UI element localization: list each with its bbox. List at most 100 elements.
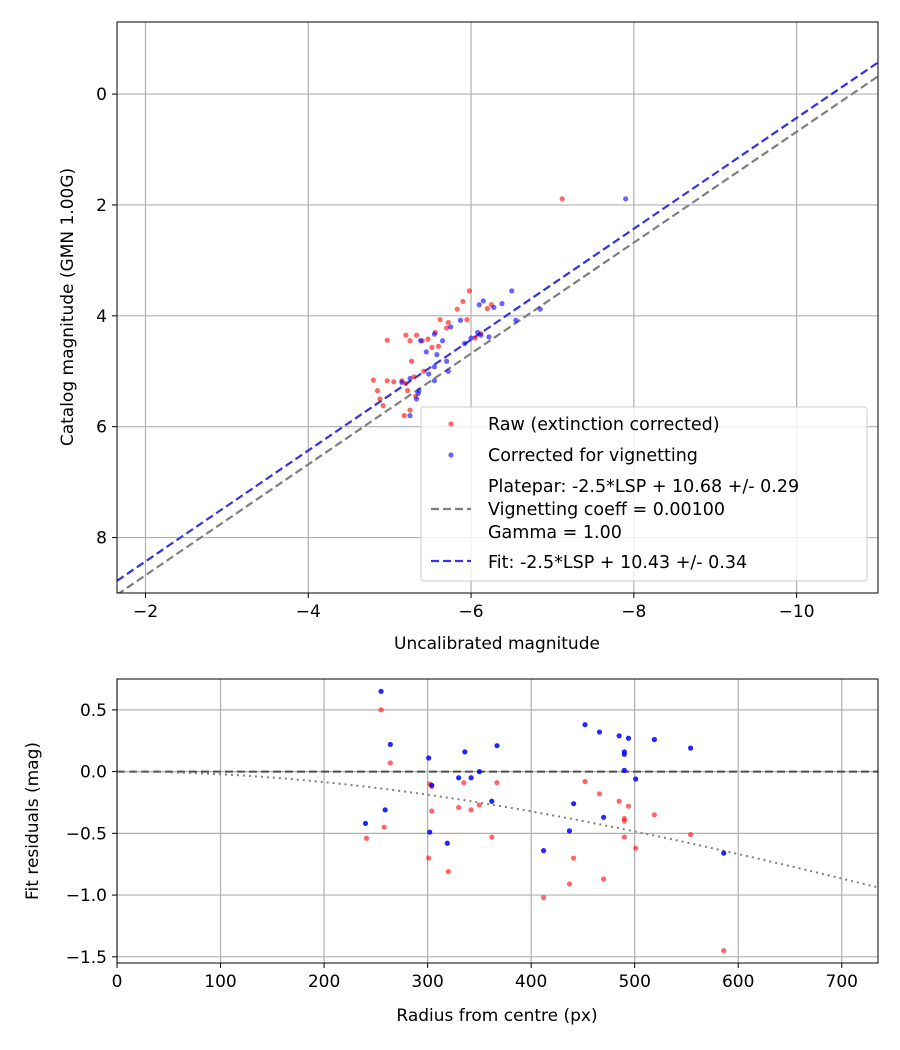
bottom-x-axis-label: Radius from centre (px) bbox=[396, 1006, 597, 1026]
raw-residual-point bbox=[429, 808, 435, 814]
raw-point bbox=[407, 407, 413, 413]
corrected-residual-point bbox=[621, 767, 627, 773]
corrected-residual-point bbox=[387, 741, 393, 748]
top-fit-lines bbox=[117, 61, 878, 593]
bottom-y-tick-label: −1.5 bbox=[66, 948, 107, 968]
raw-residual-point bbox=[601, 876, 607, 882]
raw-point bbox=[437, 317, 443, 323]
legend-marker-raw bbox=[448, 421, 454, 427]
raw-residual-point bbox=[456, 804, 462, 811]
raw-residual-point bbox=[461, 780, 467, 786]
top-x-ticks: −2 −4 −6 −8 −10 bbox=[133, 593, 815, 622]
corrected-point bbox=[399, 379, 405, 385]
corrected-point bbox=[491, 304, 497, 311]
raw-residual-point bbox=[651, 812, 657, 818]
legend-label-fit: Fit: -2.5*LSP + 10.43 +/- 0.34 bbox=[488, 553, 747, 573]
raw-residual-point bbox=[633, 845, 639, 851]
raw-residual-point bbox=[363, 835, 370, 841]
corrected-point bbox=[416, 388, 422, 394]
raw-point bbox=[407, 338, 413, 344]
raw-residual-point bbox=[566, 881, 573, 887]
bottom-panel: 0 100 200 300 400 500 600 700 0.5 0.0 −0.5 −1.0 −1.… bbox=[23, 678, 879, 1026]
raw-residual-point bbox=[489, 834, 495, 840]
raw-point bbox=[484, 306, 490, 312]
corrected-point bbox=[623, 196, 629, 202]
raw-residual-point bbox=[625, 803, 632, 809]
top-x-axis-label: Uncalibrated magnitude bbox=[394, 634, 600, 654]
raw-point bbox=[464, 317, 470, 323]
corrected-residual-point bbox=[468, 775, 474, 781]
top-y-tick-label: 6 bbox=[96, 418, 107, 438]
bottom-x-tick-label: 400 bbox=[515, 972, 547, 992]
corrected-point bbox=[434, 352, 440, 358]
raw-residual-point bbox=[426, 855, 432, 861]
top-y-axis-label: Catalog magnitude (GMN 1.00G) bbox=[58, 168, 78, 446]
corrected-point bbox=[478, 332, 484, 338]
legend-label-gamma: Gamma = 1.00 bbox=[488, 523, 622, 543]
bottom-x-tick-label: 700 bbox=[826, 972, 858, 992]
bottom-y-tick-label: −1.0 bbox=[66, 886, 107, 906]
corrected-point bbox=[480, 298, 486, 304]
raw-point bbox=[444, 325, 450, 331]
top-y-tick-label: 2 bbox=[96, 196, 107, 216]
corrected-residual-point bbox=[633, 776, 639, 782]
raw-point bbox=[411, 374, 417, 380]
corrected-residual-point bbox=[571, 801, 577, 807]
legend-label-platepar: Platepar: -2.5*LSP + 10.68 +/- 0.29 bbox=[488, 477, 799, 497]
corrected-point bbox=[499, 301, 505, 307]
corrected-residual-point bbox=[456, 775, 462, 781]
corrected-point bbox=[431, 364, 438, 370]
raw-point bbox=[384, 378, 390, 384]
top-x-tick-label: −4 bbox=[296, 602, 321, 622]
corrected-residual-point bbox=[621, 749, 627, 755]
corrected-residual-point bbox=[427, 829, 433, 835]
raw-residual-point bbox=[378, 707, 384, 713]
raw-point bbox=[377, 396, 383, 402]
bottom-y-tick-label: 0.0 bbox=[80, 763, 107, 783]
corrected-point bbox=[445, 368, 451, 374]
corrected-point bbox=[509, 288, 515, 294]
raw-residual-point bbox=[445, 869, 451, 875]
top-panel: −2 −4 −6 −8 −10 0 2 4 6 8 Uncalibrated magnitude… bbox=[58, 21, 879, 654]
corrected-residual-point bbox=[426, 755, 432, 761]
bottom-x-tick-label: 100 bbox=[204, 972, 236, 992]
bottom-y-tick-label: 0.5 bbox=[80, 701, 107, 721]
corrected-point bbox=[423, 349, 429, 355]
top-x-tick-label: −2 bbox=[133, 602, 158, 622]
corrected-residual-point bbox=[489, 798, 495, 804]
bottom-x-tick-label: 0 bbox=[112, 972, 123, 992]
raw-point bbox=[425, 336, 431, 342]
legend-marker-corrected bbox=[448, 452, 454, 458]
raw-residual-point bbox=[476, 802, 482, 808]
bottom-points bbox=[362, 688, 727, 954]
raw-point bbox=[370, 377, 376, 383]
raw-point bbox=[384, 337, 390, 343]
corrected-point bbox=[476, 302, 482, 308]
raw-residual-point bbox=[721, 948, 727, 954]
raw-residual-point bbox=[687, 831, 694, 838]
corrected-residual-point bbox=[582, 722, 588, 728]
corrected-residual-point bbox=[616, 733, 622, 739]
raw-residual-point bbox=[621, 818, 627, 824]
corrected-point bbox=[417, 338, 424, 344]
top-x-tick-label: −6 bbox=[459, 602, 484, 622]
bottom-y-tick-label: −0.5 bbox=[66, 824, 107, 844]
raw-residual-point bbox=[387, 760, 393, 766]
bottom-x-tick-label: 300 bbox=[411, 972, 443, 992]
top-y-ticks: 0 2 4 6 8 bbox=[96, 85, 117, 549]
raw-point bbox=[435, 343, 442, 349]
corrected-point bbox=[439, 338, 446, 344]
bottom-x-tick-label: 200 bbox=[308, 972, 340, 992]
bottom-x-tick-label: 500 bbox=[618, 972, 650, 992]
corrected-point bbox=[407, 375, 413, 382]
corrected-residual-point bbox=[378, 688, 384, 694]
raw-point bbox=[559, 196, 565, 202]
corrected-point bbox=[486, 334, 492, 340]
corrected-residual-point bbox=[494, 743, 500, 749]
raw-point bbox=[413, 332, 420, 338]
top-y-tick-label: 4 bbox=[96, 307, 107, 327]
raw-point bbox=[445, 319, 451, 326]
bottom-axes-frame bbox=[116, 678, 879, 964]
corrected-point bbox=[431, 331, 438, 337]
